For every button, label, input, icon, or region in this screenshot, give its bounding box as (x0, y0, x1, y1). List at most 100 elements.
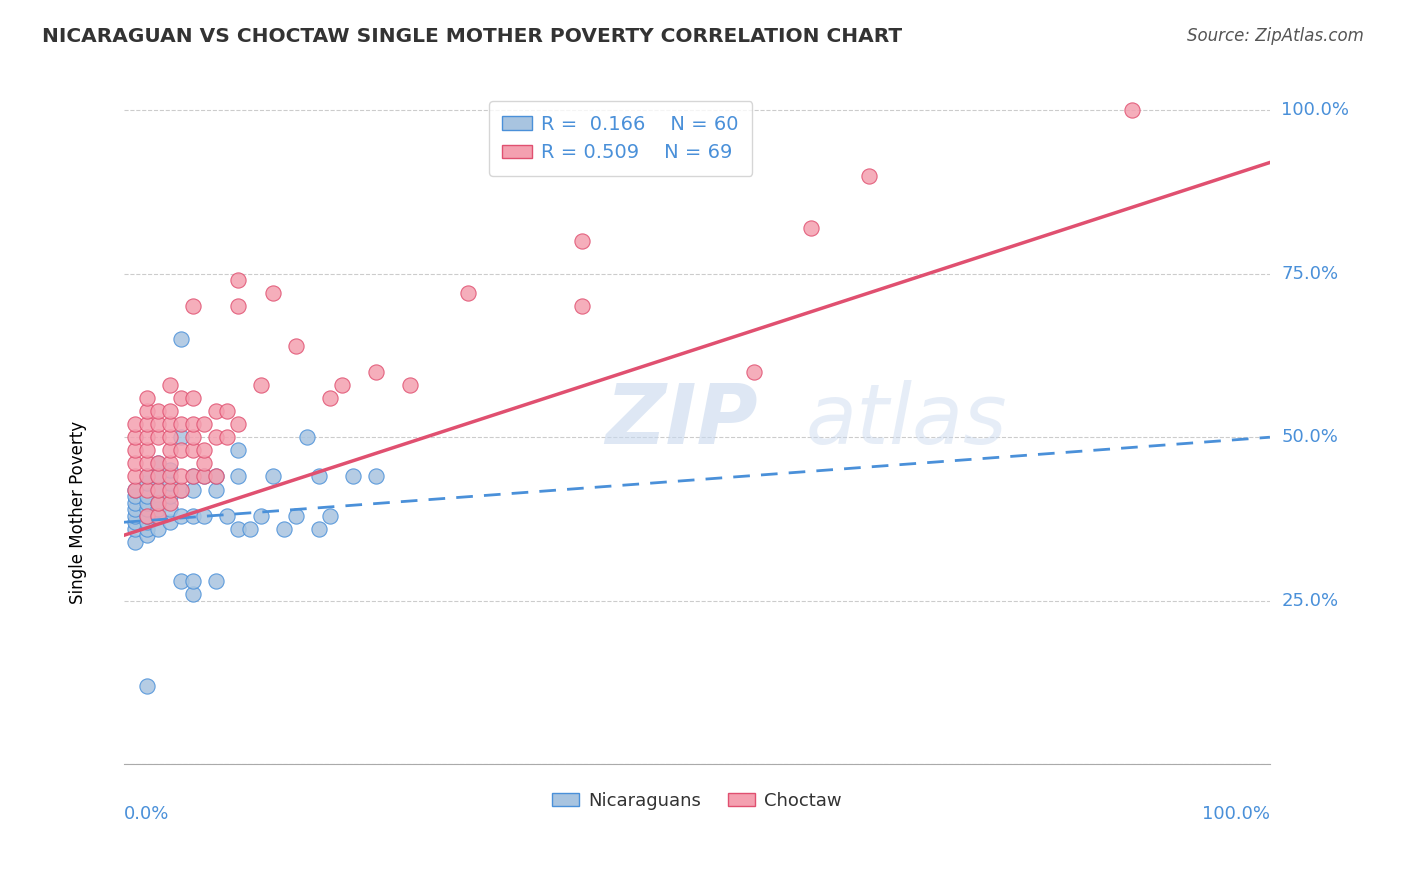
Point (284, 338, 307, 352)
Legend: Nicaraguans, Choctaw: Nicaraguans, Choctaw (544, 785, 849, 817)
Point (159, 404, 181, 418)
Point (308, 469, 330, 483)
Point (250, 508, 273, 523)
Point (204, 469, 226, 483)
Point (170, 483, 193, 497)
Text: Source: ZipAtlas.com: Source: ZipAtlas.com (1187, 27, 1364, 45)
Point (135, 469, 157, 483)
Point (170, 469, 193, 483)
Point (135, 469, 157, 483)
Point (181, 469, 204, 483)
Point (135, 483, 157, 497)
Point (148, 495, 170, 509)
Point (159, 495, 181, 509)
Point (742, 365, 765, 379)
Point (250, 377, 273, 392)
Point (159, 475, 181, 490)
Point (124, 430, 146, 444)
Point (204, 574, 226, 588)
Point (159, 456, 181, 470)
Point (135, 515, 157, 529)
Point (571, 299, 593, 313)
Point (135, 391, 157, 405)
Point (170, 417, 193, 431)
Point (124, 508, 146, 523)
Point (135, 417, 157, 431)
Point (215, 404, 238, 418)
Point (181, 469, 204, 483)
Point (228, 469, 250, 483)
Point (124, 489, 146, 503)
Point (135, 495, 157, 509)
Point (124, 502, 146, 516)
Point (204, 469, 226, 483)
Point (457, 286, 479, 301)
Point (135, 443, 157, 458)
Point (181, 391, 204, 405)
Point (148, 483, 170, 497)
Point (262, 286, 284, 301)
Text: 100.0%: 100.0% (1202, 805, 1270, 823)
Point (215, 430, 238, 444)
Point (800, 220, 823, 235)
Point (124, 417, 146, 431)
Point (181, 299, 204, 313)
Point (159, 469, 181, 483)
Point (364, 365, 387, 379)
Point (204, 404, 226, 418)
Point (204, 430, 226, 444)
Point (193, 443, 215, 458)
Point (181, 443, 204, 458)
Point (124, 522, 146, 536)
Point (181, 483, 204, 497)
Point (135, 508, 157, 523)
Point (135, 502, 157, 516)
Point (170, 430, 193, 444)
Point (148, 430, 170, 444)
Point (124, 515, 146, 529)
Point (228, 273, 250, 287)
Point (228, 443, 250, 458)
Point (148, 483, 170, 497)
Point (181, 574, 204, 588)
Point (193, 456, 215, 470)
Point (159, 483, 181, 497)
Point (193, 417, 215, 431)
Point (193, 508, 215, 523)
Text: 100.0%: 100.0% (1281, 101, 1350, 120)
Point (181, 508, 204, 523)
Text: atlas: atlas (806, 380, 1007, 461)
Point (204, 483, 226, 497)
Point (135, 489, 157, 503)
Point (124, 495, 146, 509)
Point (159, 377, 181, 392)
Point (135, 528, 157, 542)
Point (181, 587, 204, 601)
Text: 75.0%: 75.0% (1281, 265, 1339, 283)
Point (170, 508, 193, 523)
Point (159, 417, 181, 431)
Point (124, 483, 146, 497)
Text: NICARAGUAN VS CHOCTAW SINGLE MOTHER POVERTY CORRELATION CHART: NICARAGUAN VS CHOCTAW SINGLE MOTHER POVE… (42, 27, 903, 45)
Point (148, 417, 170, 431)
Point (159, 515, 181, 529)
Text: Single Mother Poverty: Single Mother Poverty (69, 421, 87, 604)
Point (148, 508, 170, 523)
Point (124, 456, 146, 470)
Point (148, 456, 170, 470)
Point (135, 475, 157, 490)
Point (319, 508, 342, 523)
Text: 0.0%: 0.0% (124, 805, 169, 823)
Point (181, 417, 204, 431)
Point (364, 469, 387, 483)
Point (330, 377, 353, 392)
Point (215, 508, 238, 523)
Point (135, 456, 157, 470)
Point (148, 508, 170, 523)
Point (170, 443, 193, 458)
Point (148, 502, 170, 516)
Point (170, 574, 193, 588)
Point (262, 469, 284, 483)
Point (342, 469, 364, 483)
Point (135, 679, 157, 693)
